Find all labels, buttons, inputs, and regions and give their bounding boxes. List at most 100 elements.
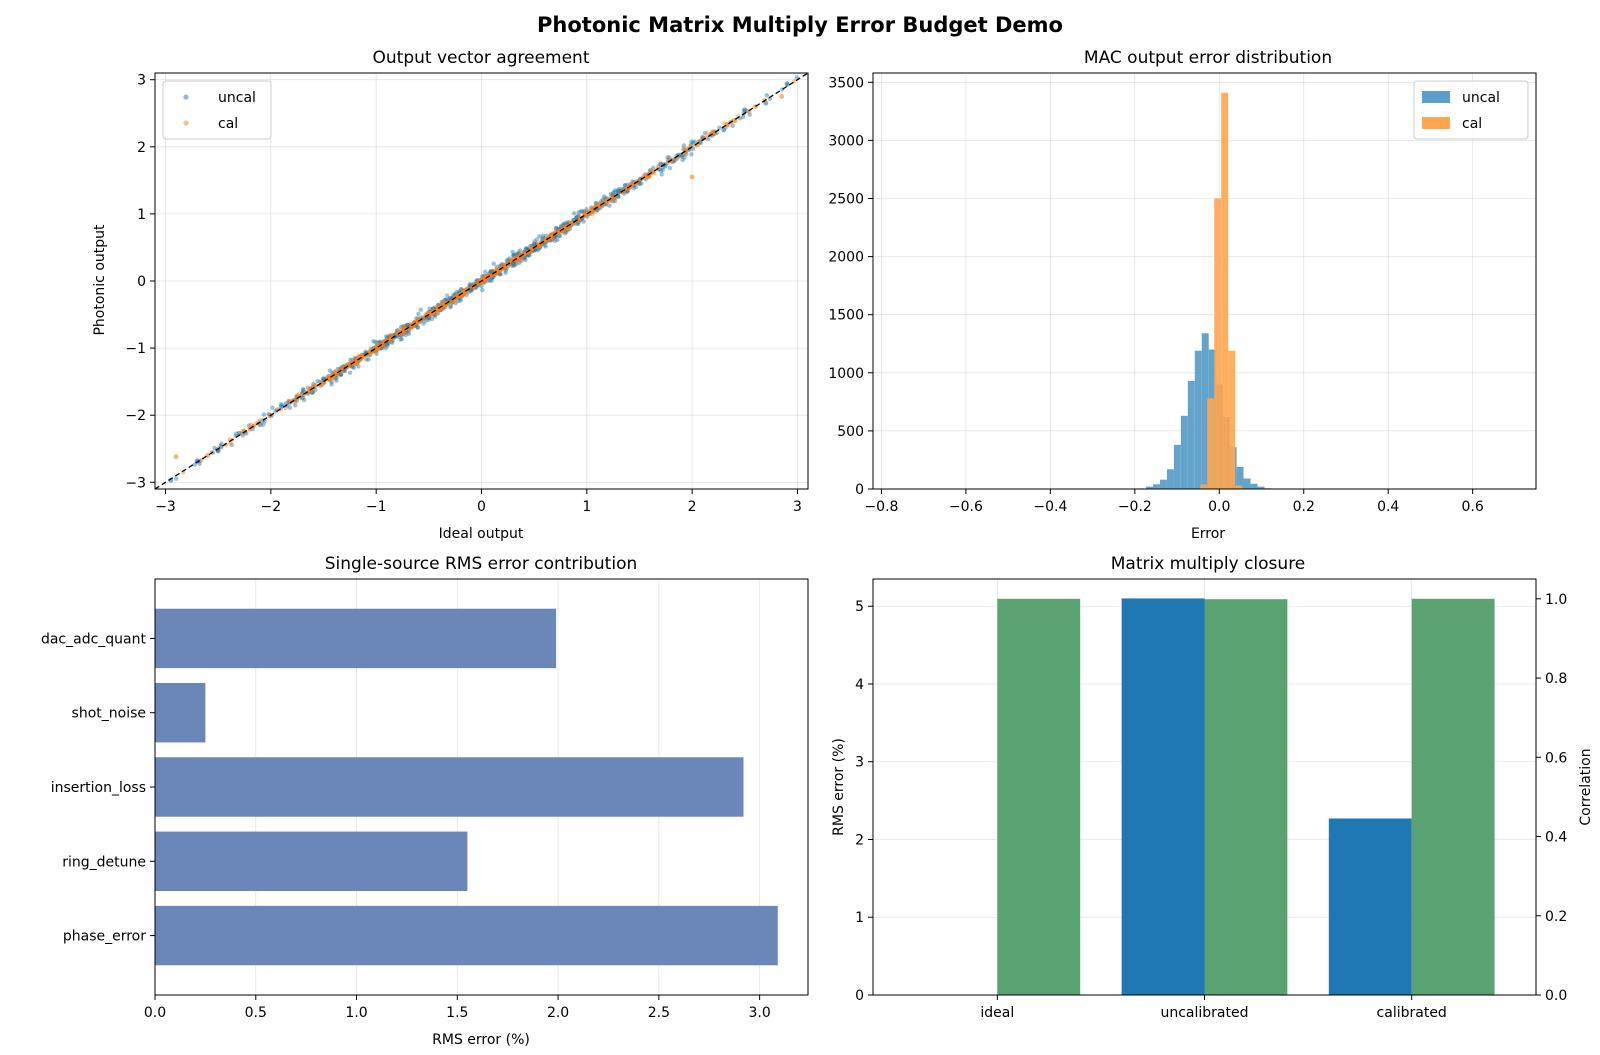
scatter-cloud-cal-39 [569,222,574,227]
scatter-cloud-uncal-570 [511,253,516,258]
scatter-ytick-label-3: 0 [137,274,146,290]
scatter-cloud-uncal-821 [504,266,509,271]
scatter-point-uncal-24 [679,153,685,159]
scatter-cloud-uncal-797 [287,405,293,410]
hist-ticks: −0.8 −0.6 −0.4 −0.2 0.0 0.2 0.4 0.6 0 500 1000 1500… [828,75,1484,515]
scatter-ytick-label-6: 3 [137,73,146,89]
scatter-cloud-uncal-23 [547,238,553,243]
scatter-cloud-uncal-623 [371,339,376,344]
scatter-cloud-cal-683 [576,218,582,224]
scatter-cloud-uncal-346 [329,379,334,385]
scatter-cloud-cal-347 [558,230,563,236]
sources-title: Single-source RMS error contribution [325,554,638,574]
hist-xtick-label-0: −0.8 [864,499,898,515]
scatter-cloud-cal-165 [652,170,657,176]
scatter-ticks: −3 −2 −1 0 1 2 3 −3 −2 −1 0 1 2 3 [125,73,802,515]
scatter-cloud-cal-172 [388,332,393,338]
scatter-cloud-uncal-495 [322,380,327,386]
hist-ytick-label-5: 2500 [828,191,864,207]
scatter-cloud-uncal-546 [431,312,436,317]
scatter-legend: uncal cal [162,80,272,140]
closure-ytick-label-2: 2 [855,832,864,848]
scatter-cloud-uncal-209 [455,298,461,304]
scatter-cloud-uncal-579 [473,285,479,290]
scatter-cloud-uncal-735 [261,412,267,417]
closure-ytick-right-label-1: 0.2 [1545,909,1567,925]
sources-marks [155,608,778,966]
scatter-cloud-uncal-556 [474,278,480,283]
hist-bin-uncal-5 [1173,444,1181,489]
scatter-cloud-uncal-271 [623,187,629,192]
scatter-cloud-uncal-631 [622,183,628,189]
scatter-cloud-uncal-373 [311,381,316,387]
scatter-cloud-cal-529 [495,267,501,272]
scatter-cloud-cal-467 [399,328,405,333]
scatter-cloud-uncal-637 [293,403,298,408]
scatter-cloud-uncal-504 [604,195,609,201]
scatter-cloud-uncal-149 [218,443,223,449]
scatter-cloud-uncal-524 [428,312,433,317]
scatter-cloud-uncal-395 [516,256,522,262]
scatter-cloud-uncal-724 [301,387,306,393]
scatter-cloud-uncal-890 [624,188,630,193]
scatter-cloud-cal-138 [630,181,635,186]
scatter-cloud-cal-591 [515,257,520,262]
scatter-cloud-uncal-324 [212,445,217,451]
scatter-cloud-uncal-323 [681,146,686,152]
scatter-cloud-cal-54 [521,252,527,257]
scatter-cloud-uncal-621 [603,202,608,207]
scatter-cloud-uncal-755 [514,257,520,262]
scatter-cloud-cal-643 [536,244,541,249]
scatter-point-cal-16 [779,94,785,99]
scatter-cloud-cal-657 [508,258,513,263]
scatter-cloud-cal-655 [556,229,561,234]
scatter-cloud-uncal-862 [334,378,339,383]
sources-xtick-label-2: 1.0 [345,1005,367,1021]
scatter-cloud-uncal-482 [532,247,538,252]
scatter-cloud-uncal-300 [625,188,630,193]
sources-xtick-label-1: 0.5 [245,1005,267,1021]
hist-ytick-label-6: 3000 [828,133,864,149]
hist-bin-cal-3 [1221,92,1229,490]
scatter-cloud-uncal-303 [394,333,399,339]
scatter-cloud-cal-614 [645,174,650,179]
scatter-cloud-uncal-276 [698,140,703,146]
scatter-cloud-uncal-761 [514,261,519,266]
hist-legend-cal-label: cal [1462,116,1482,132]
closure-corr-bar-calibrated [1411,598,1495,995]
scatter-cloud-uncal-162 [461,288,466,293]
scatter-cloud-uncal-113 [435,302,441,308]
scatter-cloud-uncal-472 [562,221,568,226]
scatter-cloud-uncal-517 [503,270,508,276]
scatter-cloud-uncal-581 [436,302,442,307]
scatter-cloud-uncal-531 [621,186,627,192]
hist-bin-cal-2 [1214,198,1222,490]
scatter-cloud-cal-7 [566,226,571,231]
scatter-cloud-uncal-103 [515,256,521,261]
scatter-cloud-uncal-519 [575,220,580,225]
hist-title: MAC output error distribution [1084,48,1332,68]
scatter-cloud-uncal-211 [415,325,421,330]
closure-ticks: 0 1 2 3 4 5 0.0 0.2 0.4 0.6 0.8 1.0 ideal uncalibrate… [855,592,1567,1021]
scatter-cloud-uncal-445 [435,305,441,311]
scatter-cloud-uncal-257 [398,337,403,342]
scatter-cloud-uncal-286 [542,243,547,248]
scatter-cloud-uncal-225 [367,352,373,357]
closure-ylabel-left: RMS error (%) [831,738,847,836]
scatter-cloud-uncal-215 [374,351,379,356]
hist-legend-uncal-swatch [1422,91,1450,103]
scatter-cloud-cal-161 [359,353,365,358]
scatter-cloud-uncal-592 [511,253,516,259]
scatter-cloud-uncal-208 [464,292,469,298]
scatter-cloud-cal-501 [590,211,595,217]
scatter-cloud-cal-358 [601,199,607,204]
scatter-cloud-uncal-115 [507,258,512,264]
scatter-xtick-label-0: −3 [155,499,176,515]
scatter-cloud-uncal-173 [301,389,306,394]
scatter-cloud-uncal-697 [513,254,519,260]
scatter-cloud-uncal-305 [392,334,398,340]
scatter-cloud-cal-329 [402,324,407,330]
scatter-cloud-uncal-150 [390,337,396,343]
scatter-cloud-uncal-207 [683,149,689,154]
scatter-cloud-cal-593 [328,376,333,381]
